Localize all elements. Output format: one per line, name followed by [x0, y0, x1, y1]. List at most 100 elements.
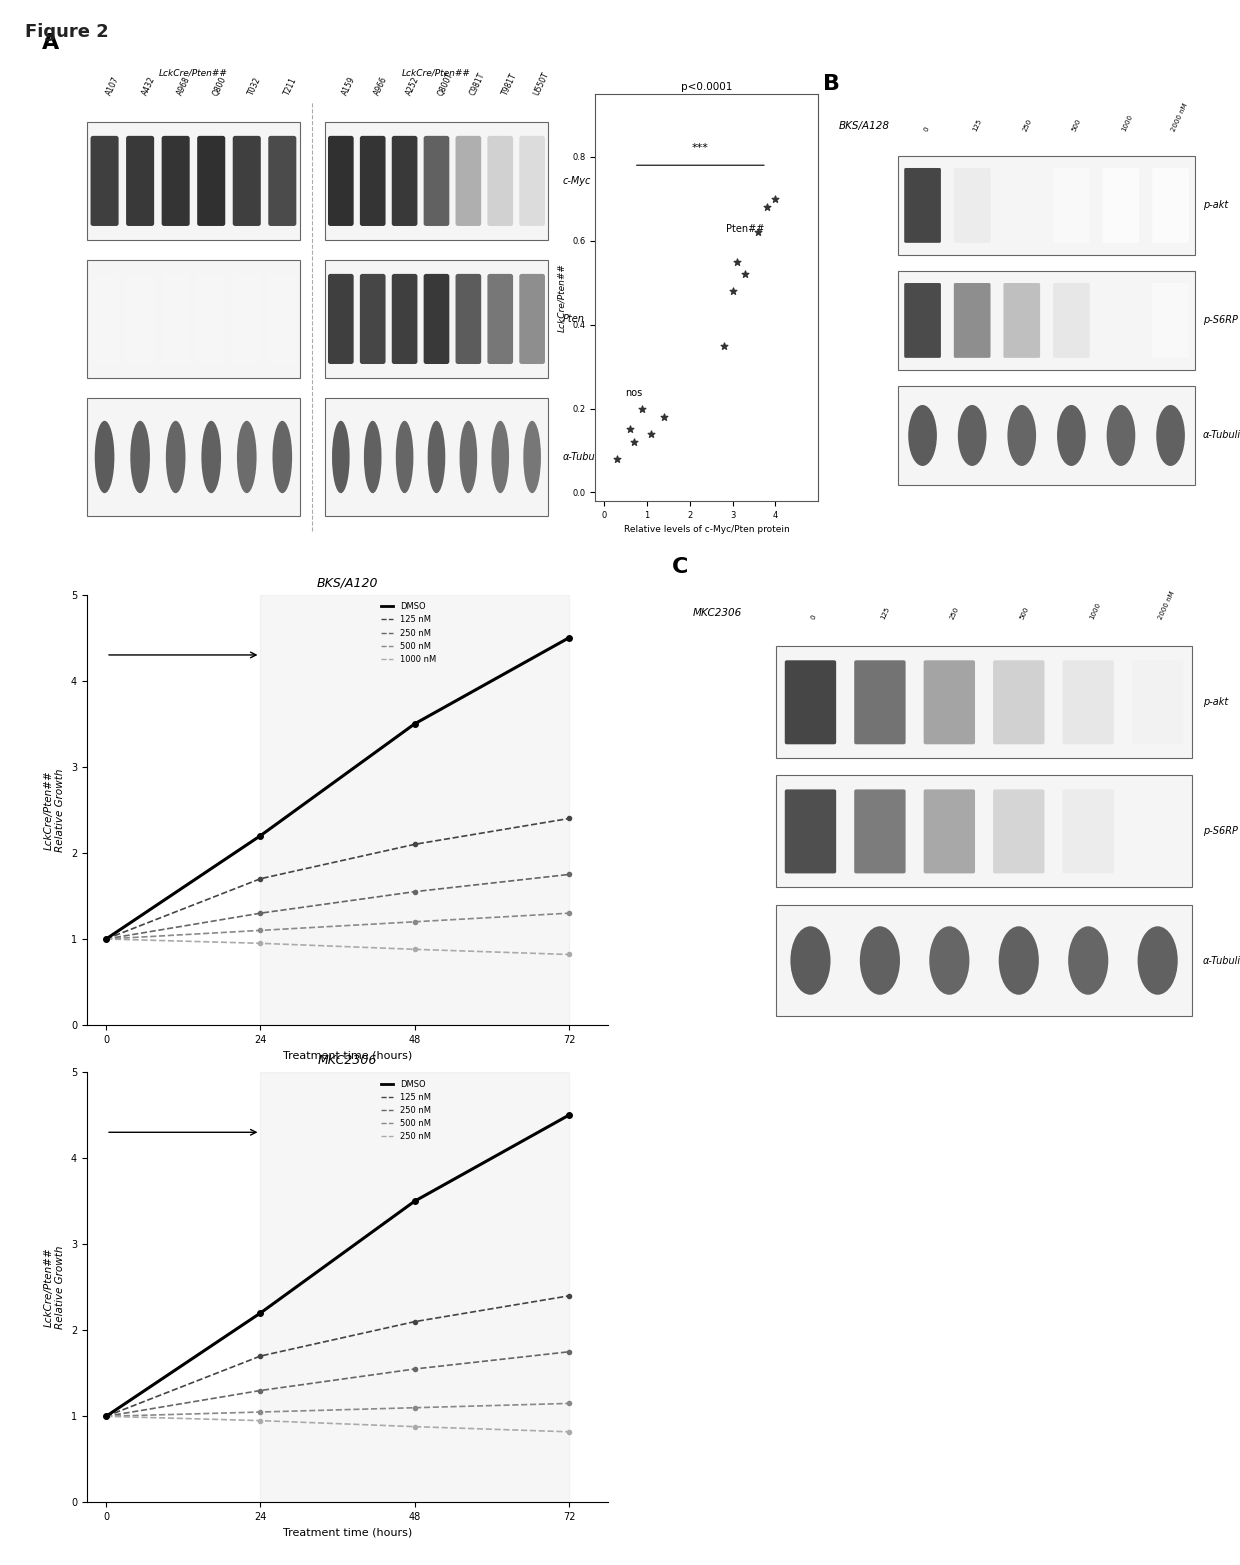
Text: A107: A107: [104, 75, 122, 97]
Bar: [898, 271, 1195, 371]
Text: Figure 2: Figure 2: [25, 23, 109, 42]
Bar: [260, 595, 569, 1025]
Text: nos: nos: [625, 388, 642, 398]
Ellipse shape: [929, 926, 970, 995]
Y-axis label: LckCre/Pten##: LckCre/Pten##: [558, 263, 567, 332]
Text: A159: A159: [341, 75, 357, 97]
Point: [723, 279, 743, 304]
FancyBboxPatch shape: [854, 660, 905, 745]
Text: ***: ***: [692, 142, 709, 153]
Bar: [87, 398, 300, 516]
Text: p-S6RP: p-S6RP: [1203, 316, 1238, 326]
Title: MKC2306: MKC2306: [317, 1053, 377, 1067]
Ellipse shape: [523, 421, 541, 493]
FancyBboxPatch shape: [455, 274, 481, 365]
Ellipse shape: [201, 421, 221, 493]
Point: [714, 333, 734, 358]
FancyBboxPatch shape: [161, 274, 190, 365]
Legend: DMSO, 125 nM, 250 nM, 500 nM, 1000 nM: DMSO, 125 nM, 250 nM, 500 nM, 1000 nM: [377, 599, 439, 667]
Point: [756, 194, 776, 219]
Point: [606, 446, 626, 471]
FancyBboxPatch shape: [924, 660, 975, 745]
FancyBboxPatch shape: [1063, 789, 1114, 873]
FancyBboxPatch shape: [1053, 283, 1090, 358]
Text: 500: 500: [1071, 117, 1083, 133]
Text: 500: 500: [1019, 606, 1030, 620]
Text: 125: 125: [972, 117, 983, 133]
Point: [620, 416, 640, 441]
FancyBboxPatch shape: [993, 660, 1044, 745]
Point: [749, 219, 769, 244]
Text: BKS/A128: BKS/A128: [838, 121, 889, 131]
Text: A252: A252: [404, 75, 422, 97]
Text: 125: 125: [880, 606, 892, 620]
Ellipse shape: [1156, 405, 1185, 466]
Ellipse shape: [363, 421, 382, 493]
Bar: [325, 398, 548, 516]
Text: 250: 250: [950, 606, 961, 620]
Bar: [776, 905, 1193, 1017]
Text: 2000 nM: 2000 nM: [1158, 590, 1176, 620]
Text: 2000 nM: 2000 nM: [1171, 102, 1189, 133]
Ellipse shape: [273, 421, 293, 493]
Text: α-Tubulin: α-Tubulin: [1203, 430, 1240, 440]
Point: [653, 404, 673, 429]
FancyBboxPatch shape: [1102, 167, 1140, 243]
Ellipse shape: [1068, 926, 1109, 995]
Bar: [87, 260, 300, 379]
Text: MKC2306: MKC2306: [692, 607, 742, 618]
Ellipse shape: [859, 926, 900, 995]
FancyBboxPatch shape: [924, 789, 975, 873]
FancyBboxPatch shape: [1063, 660, 1114, 745]
FancyBboxPatch shape: [233, 136, 260, 225]
Legend: DMSO, 125 nM, 250 nM, 500 nM, 250 nM: DMSO, 125 nM, 250 nM, 500 nM, 250 nM: [377, 1077, 434, 1144]
Point: [727, 249, 746, 274]
FancyBboxPatch shape: [785, 660, 836, 745]
FancyBboxPatch shape: [126, 136, 154, 225]
Ellipse shape: [1056, 405, 1086, 466]
FancyBboxPatch shape: [161, 136, 190, 225]
Text: p-akt: p-akt: [1203, 698, 1228, 707]
FancyBboxPatch shape: [904, 167, 941, 243]
FancyBboxPatch shape: [455, 136, 481, 225]
Text: B: B: [823, 74, 841, 94]
Text: T211: T211: [283, 77, 299, 97]
FancyBboxPatch shape: [197, 136, 226, 225]
FancyBboxPatch shape: [424, 136, 449, 225]
Text: A: A: [42, 33, 60, 53]
Text: Q800: Q800: [211, 75, 228, 97]
Text: A432: A432: [140, 75, 156, 97]
Text: Pten##: Pten##: [727, 224, 765, 235]
Text: LckCre/Pten##: LckCre/Pten##: [402, 69, 471, 77]
FancyBboxPatch shape: [327, 274, 353, 365]
Bar: [776, 646, 1193, 759]
Point: [641, 421, 661, 446]
Bar: [325, 260, 548, 379]
Ellipse shape: [166, 421, 186, 493]
Text: 0: 0: [923, 125, 930, 133]
Text: C981T: C981T: [469, 72, 487, 97]
Text: U550T: U550T: [532, 70, 551, 97]
FancyBboxPatch shape: [1152, 283, 1189, 358]
FancyBboxPatch shape: [1132, 660, 1183, 745]
Bar: [260, 1072, 569, 1502]
FancyBboxPatch shape: [993, 789, 1044, 873]
FancyBboxPatch shape: [268, 136, 296, 225]
Ellipse shape: [1137, 926, 1178, 995]
Y-axis label: LckCre/Pten##
Relative Growth: LckCre/Pten## Relative Growth: [43, 768, 66, 851]
FancyBboxPatch shape: [1102, 283, 1140, 358]
FancyBboxPatch shape: [268, 274, 296, 365]
Ellipse shape: [957, 405, 987, 466]
Ellipse shape: [998, 926, 1039, 995]
FancyBboxPatch shape: [360, 274, 386, 365]
Bar: [776, 775, 1193, 887]
X-axis label: Relative levels of c-Myc/Pten protein: Relative levels of c-Myc/Pten protein: [624, 526, 790, 534]
Bar: [325, 122, 548, 239]
Title: p<0.0001: p<0.0001: [681, 81, 733, 92]
Text: Pten: Pten: [563, 315, 585, 324]
Text: T981T: T981T: [500, 72, 518, 97]
Text: T032: T032: [247, 77, 263, 97]
Text: 0: 0: [811, 613, 818, 620]
FancyBboxPatch shape: [327, 136, 353, 225]
Text: LckCre/Pten##: LckCre/Pten##: [159, 69, 228, 77]
